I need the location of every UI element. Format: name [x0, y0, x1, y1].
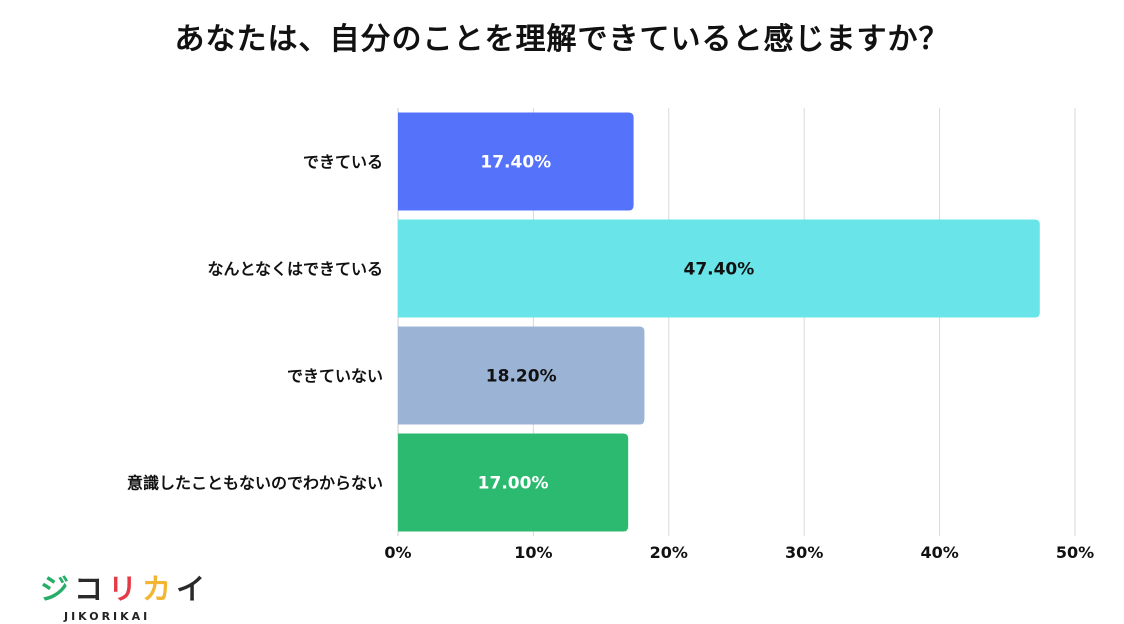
logo-char: コ	[74, 572, 109, 606]
logo-char: リ	[108, 572, 143, 606]
bars	[398, 112, 1040, 532]
labels: 0% 10% 20% 30% 40% 50% 17.40% できている 47.40% なんとなくは…	[127, 153, 1094, 563]
category-label: 意識したこともないのでわからない	[127, 474, 383, 493]
bar-value-label: 47.40%	[683, 260, 754, 280]
x-tick-label: 50%	[1056, 543, 1094, 562]
logo-subtitle: JIKORIKAI	[64, 610, 151, 623]
logo-char: イ	[176, 572, 211, 606]
logo-char: ジ	[40, 572, 75, 606]
bar-value-label: 17.00%	[478, 474, 549, 494]
chart-title: あなたは、自分のことを理解できていると感じますか？	[174, 22, 950, 57]
bar	[398, 112, 634, 211]
category-label: できている	[303, 153, 383, 172]
bar	[398, 433, 629, 532]
x-tick-label: 30%	[785, 543, 823, 562]
bar	[398, 326, 645, 425]
logo-char: カ	[142, 572, 177, 606]
x-tick-label: 20%	[650, 543, 688, 562]
x-tick-label: 40%	[920, 543, 958, 562]
x-tick-label: 0%	[384, 543, 411, 562]
category-label: なんとなくはできている	[207, 260, 383, 279]
jikorikai-logo: ジコリカイ JIKORIKAI	[40, 566, 210, 623]
bar-value-label: 17.40%	[480, 153, 551, 173]
bar-value-label: 18.20%	[486, 367, 557, 387]
bar	[398, 219, 1040, 318]
logo-mark: ジコリカイ	[40, 566, 210, 608]
category-label: できていない	[287, 367, 383, 386]
x-tick-label: 10%	[514, 543, 552, 562]
